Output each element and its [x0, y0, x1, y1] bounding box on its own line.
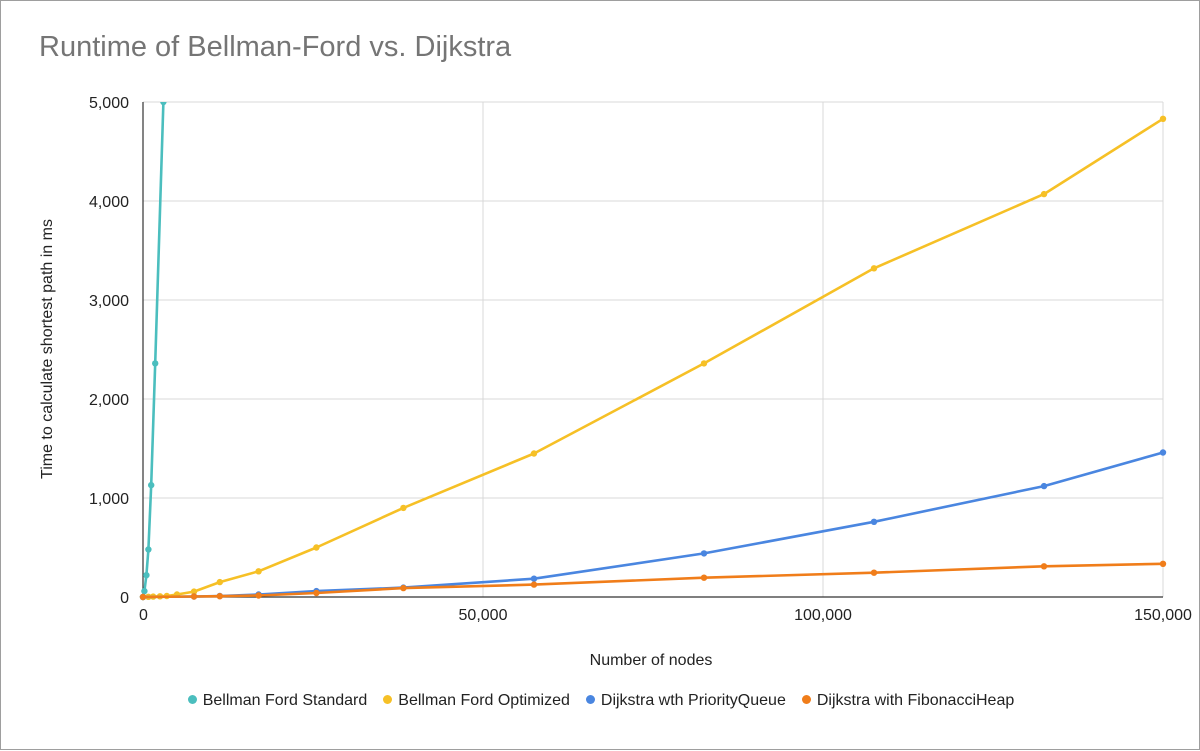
legend-label: Bellman Ford Optimized	[398, 692, 570, 709]
chart-title: Runtime of Bellman-Ford vs. Dijkstra	[39, 31, 512, 63]
x-tick-label: 0	[139, 607, 148, 624]
legend-label: Bellman Ford Standard	[202, 692, 368, 709]
y-tick-label: 1,000	[89, 491, 129, 508]
x-axis-label: Number of nodes	[589, 652, 713, 669]
data-point	[1159, 560, 1167, 567]
legend: Bellman Ford Standard Bellman Ford Optimi…	[1, 692, 1200, 710]
data-point	[145, 546, 152, 553]
legend-item: Dijkstra wth PriorityQueue	[585, 692, 786, 710]
data-point	[870, 265, 878, 272]
data-point	[700, 550, 708, 557]
data-point	[216, 578, 223, 586]
x-tick-label: 50,000	[459, 607, 508, 624]
x-tick-label: 150,000	[1134, 607, 1192, 624]
data-point	[870, 569, 878, 576]
legend-label: Dijkstra wth PriorityQueue	[600, 692, 786, 709]
data-point	[700, 360, 708, 367]
legend-marker	[801, 695, 811, 705]
data-point	[1159, 449, 1167, 456]
y-tick-label: 0	[120, 590, 129, 607]
data-point	[530, 581, 538, 588]
legend-marker	[187, 695, 197, 705]
legend-item: Dijkstra with FibonacciHeap	[801, 692, 1015, 710]
legend-item: Bellman Ford Standard	[187, 692, 368, 710]
x-tick-label: 100,000	[794, 607, 852, 624]
y-tick-label: 5,000	[89, 95, 129, 112]
data-point	[313, 589, 320, 597]
data-point	[190, 593, 198, 600]
data-point	[255, 592, 262, 599]
data-point	[1040, 482, 1048, 490]
data-point	[870, 518, 878, 525]
y-tick-label: 4,000	[89, 194, 129, 211]
legend-label: Dijkstra with FibonacciHeap	[816, 692, 1015, 709]
data-point	[313, 544, 320, 551]
data-point	[400, 584, 407, 592]
data-point	[1040, 190, 1048, 198]
y-tick-label: 2,000	[89, 392, 129, 409]
series-line	[142, 451, 1164, 599]
data-point	[1159, 115, 1167, 123]
data-point	[141, 587, 148, 595]
data-point	[139, 593, 147, 601]
y-tick-label: 3,000	[89, 293, 129, 310]
data-point	[143, 572, 150, 579]
data-point	[530, 575, 538, 582]
data-point	[148, 481, 155, 489]
data-point	[160, 102, 167, 106]
data-point	[216, 593, 223, 600]
data-point	[190, 588, 198, 595]
data-point	[530, 450, 538, 457]
series-line	[142, 117, 1164, 599]
data-point	[1040, 563, 1048, 570]
series-line	[141, 102, 165, 598]
legend-marker	[585, 695, 595, 705]
data-point	[400, 504, 407, 512]
data-point	[700, 574, 708, 581]
legend-item: Bellman Ford Optimized	[383, 692, 570, 710]
legend-marker	[383, 695, 393, 705]
data-point	[255, 568, 262, 575]
data-point	[152, 360, 159, 367]
